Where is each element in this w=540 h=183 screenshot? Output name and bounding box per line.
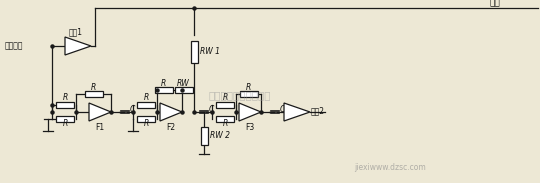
Text: F2: F2	[166, 123, 176, 132]
Text: R: R	[144, 119, 149, 128]
Text: 总线: 总线	[490, 0, 501, 7]
Text: 功放2: 功放2	[311, 107, 325, 115]
Text: RW 1: RW 1	[200, 48, 220, 57]
Text: R: R	[91, 83, 96, 92]
Bar	[154, 87, 172, 93]
Bar	[240, 91, 258, 97]
Polygon shape	[284, 103, 310, 121]
Text: RW: RW	[177, 79, 190, 87]
Bar	[216, 116, 234, 122]
Bar	[200, 127, 207, 145]
Bar	[56, 116, 74, 122]
Text: 功放1: 功放1	[69, 27, 83, 36]
Text: R: R	[63, 94, 68, 102]
Bar	[216, 102, 234, 108]
Text: jiexiwww.dzsc.com: jiexiwww.dzsc.com	[354, 163, 426, 173]
Text: 杭州睿睿科技有限公司: 杭州睿睿科技有限公司	[209, 90, 271, 100]
Bar	[84, 91, 103, 97]
Polygon shape	[239, 103, 261, 121]
Text: C: C	[130, 105, 136, 114]
Text: F1: F1	[96, 123, 105, 132]
Polygon shape	[65, 37, 91, 55]
Text: R: R	[246, 83, 251, 92]
Bar	[174, 87, 192, 93]
Bar	[137, 116, 155, 122]
Text: RW 2: RW 2	[211, 132, 231, 141]
Text: 主机话筒: 主机话筒	[5, 42, 24, 51]
Polygon shape	[160, 103, 182, 121]
Text: C: C	[209, 105, 214, 114]
Text: F3: F3	[245, 123, 255, 132]
Text: R: R	[144, 94, 149, 102]
Text: R: R	[222, 94, 228, 102]
Text: R: R	[161, 79, 166, 87]
Bar	[191, 41, 198, 63]
Polygon shape	[89, 103, 111, 121]
Bar	[137, 102, 155, 108]
Bar	[56, 102, 74, 108]
Text: R: R	[222, 119, 228, 128]
Text: C: C	[280, 105, 285, 114]
Text: R: R	[63, 119, 68, 128]
